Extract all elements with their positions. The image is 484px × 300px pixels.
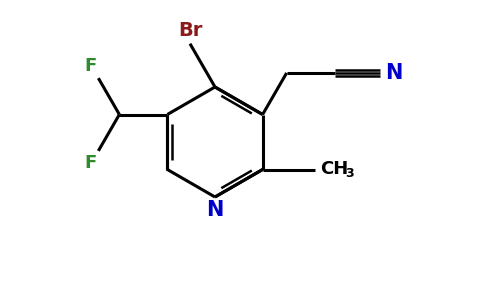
Text: F: F	[84, 154, 96, 172]
Text: N: N	[385, 63, 402, 83]
Text: 3: 3	[346, 167, 354, 180]
Text: CH: CH	[319, 160, 348, 178]
Text: Br: Br	[178, 21, 202, 40]
Text: N: N	[206, 200, 224, 220]
Text: F: F	[84, 57, 96, 75]
